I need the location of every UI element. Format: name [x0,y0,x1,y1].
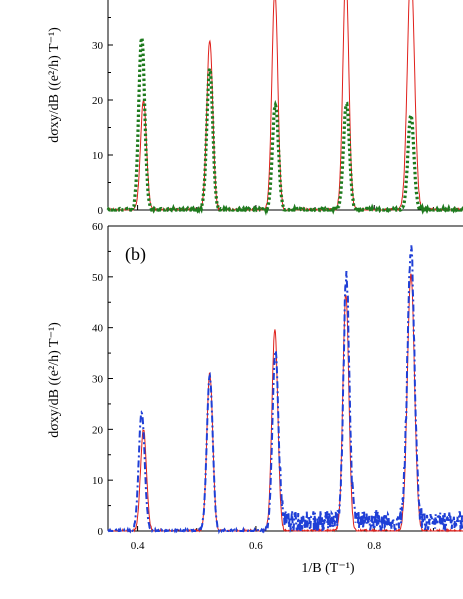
panel-a: 0 10 20 30 dσxy/dB ((e²/h) T⁻¹) [47,0,463,217]
y-tick-label: 60 [92,221,104,233]
y-tick-label: 50 [92,272,104,284]
series-line-2 [106,32,463,216]
x-tick-label: 0.8 [367,540,381,552]
y-tick-label: 40 [92,323,104,335]
y-tick-label: 30 [92,40,104,52]
x-axis-label: 1/B (T⁻¹) [301,561,355,576]
y-tick-label: 0 [98,526,104,538]
y-tick-label: 20 [92,95,104,107]
y-tick-label: 0 [98,205,104,217]
series-line-1 [107,273,463,533]
x-tick-label: 0.4 [131,540,145,552]
y-tick-label: 30 [92,374,104,386]
panel-b: 0 10 20 30 40 50 60 0.4 0.6 0.8 dσxy/dB ((e²/h) T⁻… [47,221,463,552]
series-line-1 [107,0,463,212]
panel-label-b: (b) [125,244,146,265]
y-tick-label: 20 [92,424,104,436]
y-axis-label: dσxy/dB ((e²/h) T⁻¹) [47,322,62,438]
y-tick-label: 10 [92,475,104,487]
y-tick-label: 10 [92,150,104,162]
series-line-2 [107,245,463,535]
y-axis-label: dσxy/dB ((e²/h) T⁻¹) [47,27,62,143]
x-tick-label: 0.6 [249,540,263,552]
